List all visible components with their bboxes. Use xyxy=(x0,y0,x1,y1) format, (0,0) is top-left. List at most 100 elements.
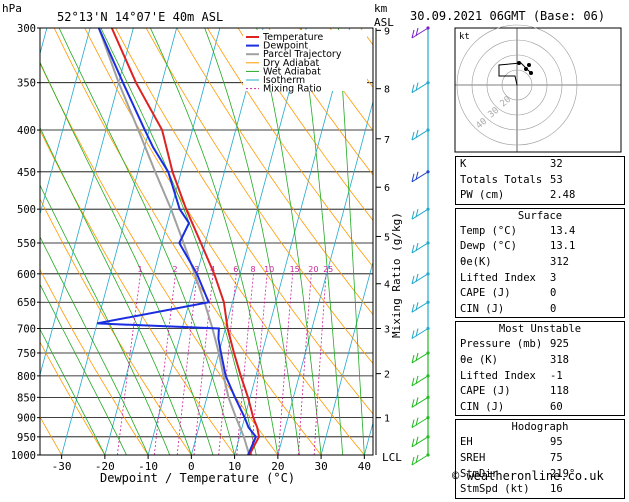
surface-row: Dewp (°C) 13.1 xyxy=(456,239,624,255)
x-tick-label: 30 xyxy=(314,460,327,473)
dry-adiabat-line xyxy=(40,341,106,455)
y-tick-label: 850 xyxy=(17,392,36,404)
wind-barb xyxy=(411,417,429,429)
wind-barb xyxy=(415,129,419,139)
surface-row: Temp (°C) 13.4 xyxy=(456,224,624,240)
wind-barb xyxy=(415,82,419,91)
surface-section: Surface Temp (°C) 13.4 Dewp (°C) 13.1 θe(K) 3… xyxy=(455,207,625,319)
wind-barb xyxy=(411,27,429,39)
isotherm-line xyxy=(190,28,307,455)
hodograph-stat-value: 95 xyxy=(550,436,563,449)
wind-barb xyxy=(411,82,429,94)
km-label: km xyxy=(374,2,388,15)
index-value: 32 xyxy=(550,158,563,170)
mixing-ratio-line xyxy=(278,273,293,455)
hodograph-ring xyxy=(456,24,578,146)
y-tick-label: 950 xyxy=(17,432,36,444)
y-tick-label: 300 xyxy=(17,23,36,35)
wind-barb xyxy=(411,244,415,254)
wet-adiabat-line xyxy=(40,184,171,455)
wind-dot xyxy=(426,416,430,420)
hodograph-stat-row: StmDir 219° xyxy=(456,467,624,483)
wind-barb xyxy=(415,454,419,464)
x-tick-label: -10 xyxy=(138,460,158,473)
hodograph-stat-name: EH xyxy=(460,436,473,449)
datetime-title: 30.09.2021 06GMT (Base: 06) xyxy=(410,9,605,23)
wind-barb xyxy=(415,302,419,311)
indices-section: K 32 Totals Totals 53 PW (cm) 2.48 xyxy=(455,156,625,205)
y-tick-label: 350 xyxy=(17,78,36,90)
hodograph-stat-value: 219° xyxy=(550,467,576,480)
y-tick-label: 400 xyxy=(17,125,36,137)
wind-barb xyxy=(411,171,429,183)
y-tick-label: 750 xyxy=(17,348,36,360)
surface-name: Dewp (°C) xyxy=(460,240,517,253)
most-unstable-value: 925 xyxy=(550,338,569,351)
surface-row: θe(K) 312 xyxy=(456,255,624,271)
dewpoint-profile xyxy=(96,28,258,455)
surface-row: Lifted Index 3 xyxy=(456,271,624,287)
wind-barb xyxy=(415,417,419,426)
dry-adiabat-line xyxy=(40,198,192,455)
index-row: PW (cm) 2.48 xyxy=(456,188,624,204)
y-tick-label: 450 xyxy=(17,167,36,179)
x-tick-label: 0 xyxy=(188,460,195,473)
wind-barb xyxy=(415,397,419,406)
mixing-ratio-label: 4 xyxy=(210,265,215,274)
wind-barb xyxy=(411,242,429,254)
wind-barb xyxy=(411,84,415,93)
most-unstable-name: CAPE (J) xyxy=(460,385,511,398)
surface-value: 312 xyxy=(550,255,569,268)
hodograph-frame xyxy=(454,27,622,153)
most-unstable-section: Most Unstable Pressure (mb) 925 θe (K) 318 L… xyxy=(455,321,625,417)
wind-barb xyxy=(411,211,415,220)
wet-adiabat-line xyxy=(100,28,257,455)
mixing-ratio-label: 15 xyxy=(290,265,300,274)
wind-dot xyxy=(426,128,430,132)
hodograph-point xyxy=(527,63,531,67)
dry-adiabat-line xyxy=(40,268,149,455)
hodograph-stat-row: StmSpd (kt) 16 xyxy=(456,482,624,498)
most-unstable-value: -1 xyxy=(550,369,563,382)
dry-adiabat-line xyxy=(176,28,373,316)
wind-barb xyxy=(411,377,415,386)
hpa-label: hPa xyxy=(2,2,22,15)
wind-barb xyxy=(411,375,429,387)
wind-barb xyxy=(411,273,429,285)
wind-barb xyxy=(411,29,415,39)
surface-name: Lifted Index xyxy=(460,271,536,284)
wet-adiabat-line xyxy=(204,28,300,455)
hodograph-stat-row: EH 95 xyxy=(456,435,624,451)
most-unstable-row: θe (K) 318 xyxy=(456,353,624,369)
wind-dot xyxy=(426,395,430,399)
x-tick-label: 40 xyxy=(358,460,371,473)
wind-barb xyxy=(415,352,419,362)
surface-name: θe(K) xyxy=(460,255,492,268)
hodograph-ring xyxy=(501,69,533,101)
y-tick-label: 1000 xyxy=(11,450,36,462)
wet-adiabat-line xyxy=(338,28,365,455)
dry-adiabat-line xyxy=(40,129,235,455)
wind-barb xyxy=(415,273,419,282)
legend-entry: Mixing Ratio xyxy=(263,84,322,95)
legend-entry: Parcel Trajectory xyxy=(263,49,342,60)
wind-barb xyxy=(415,171,419,180)
legend-entry: Dry Adiabat xyxy=(263,58,320,69)
wind-barb xyxy=(411,328,429,339)
dry-adiabat-line xyxy=(84,28,365,455)
km-tick-label: 1 xyxy=(384,414,390,425)
wet-adiabat-line xyxy=(40,328,106,455)
km-tick-label: 6 xyxy=(384,183,390,194)
wind-barb xyxy=(411,330,415,339)
wind-barb xyxy=(411,304,415,313)
isotherm-line xyxy=(40,28,91,216)
hodograph-stat-value: 16 xyxy=(550,483,563,496)
wind-dot xyxy=(426,207,430,211)
most-unstable-row: Pressure (mb) 925 xyxy=(456,337,624,353)
x-tick-label: 10 xyxy=(228,460,241,473)
most-unstable-row: CIN (J) 60 xyxy=(456,400,624,416)
hodograph-ring xyxy=(471,39,563,131)
isotherm-line xyxy=(40,28,134,377)
mixing-ratio-line xyxy=(297,273,312,455)
